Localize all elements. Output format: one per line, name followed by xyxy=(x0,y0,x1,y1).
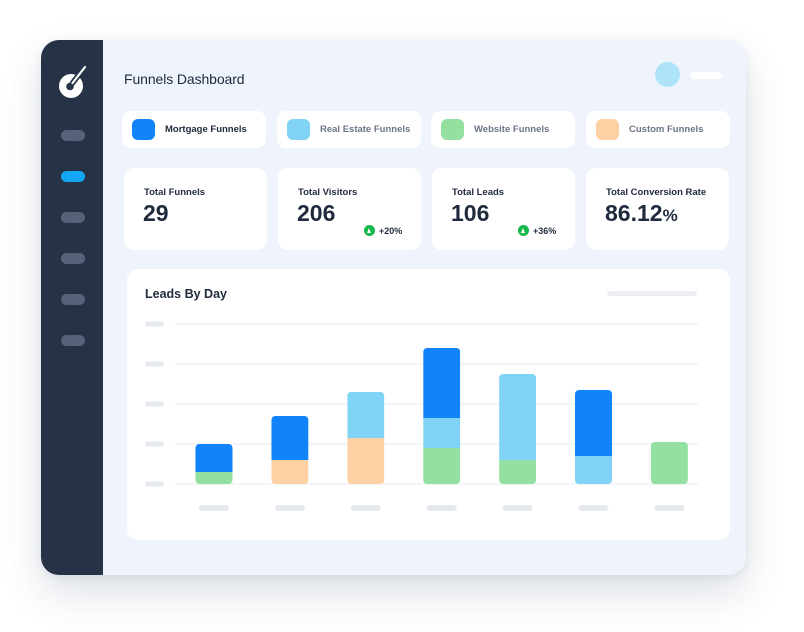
bar-segment-mortgage-funnels xyxy=(271,416,309,460)
arrow-up-icon xyxy=(364,225,375,236)
x-tick-placeholder xyxy=(350,505,381,511)
x-tick-placeholder xyxy=(426,505,457,511)
sidebar-item-1[interactable] xyxy=(61,130,85,141)
bar-segment-mortgage-funnels xyxy=(575,390,612,456)
bar-segment-real-estate-funnels xyxy=(575,456,612,484)
x-tick-placeholder xyxy=(199,505,229,511)
mortgage-swatch xyxy=(132,119,155,140)
bar-segment-real-estate-funnels xyxy=(423,418,461,448)
bar-segment-real-estate-funnels xyxy=(499,374,537,460)
stat-value: 29 xyxy=(143,200,169,226)
user-name-placeholder[interactable] xyxy=(690,72,722,79)
stat-card-conversion-rate: Total Conversion Rate 86.12% xyxy=(586,168,729,250)
x-tick-placeholder xyxy=(502,505,533,511)
y-tick-placeholder xyxy=(145,401,164,407)
bar-stack-3[interactable] xyxy=(347,392,385,484)
y-tick-placeholder xyxy=(145,441,164,447)
bar-stack-5[interactable] xyxy=(499,374,537,484)
chart-filter[interactable] xyxy=(607,291,697,296)
stat-card-total-funnels: Total Funnels 29 xyxy=(124,168,267,250)
website-swatch xyxy=(441,119,464,140)
avatar[interactable] xyxy=(655,62,680,87)
x-tick-placeholder xyxy=(654,505,685,511)
legend-label: Custom Funnels xyxy=(629,124,704,135)
stat-value: 86.12% xyxy=(605,200,678,226)
page-title: Funnels Dashboard xyxy=(124,71,245,87)
legend-label: Real Estate Funnels xyxy=(320,124,411,135)
dashboard-window: Funnels Dashboard Mortgage Funnels Real … xyxy=(41,40,746,575)
real-estate-swatch xyxy=(287,119,310,140)
bar-segment-custom-funnels xyxy=(347,438,385,484)
sidebar-item-3[interactable] xyxy=(61,212,85,223)
bar-segment-website-funnels xyxy=(499,460,537,484)
sidebar-item-4[interactable] xyxy=(61,253,85,264)
x-tick-placeholder xyxy=(274,505,305,511)
legend-website-funnels[interactable]: Website Funnels xyxy=(431,111,575,148)
logo-icon xyxy=(59,64,88,98)
leads-by-day-card: Leads By Day xyxy=(127,269,730,540)
legend-real-estate-funnels[interactable]: Real Estate Funnels xyxy=(277,111,421,148)
stat-card-total-visitors: Total Visitors 206 +20% xyxy=(278,168,421,250)
y-tick-placeholder xyxy=(145,481,164,487)
legend-label: Mortgage Funnels xyxy=(165,124,247,135)
sidebar xyxy=(41,40,103,575)
bar-stack-6[interactable] xyxy=(575,390,612,484)
sidebar-item-6[interactable] xyxy=(61,335,85,346)
legend-mortgage-funnels[interactable]: Mortgage Funnels xyxy=(122,111,266,148)
stat-label: Total Visitors xyxy=(298,187,358,198)
leads-chart xyxy=(145,321,698,511)
bar-stack-2[interactable] xyxy=(271,416,309,484)
arrow-up-icon xyxy=(518,225,529,236)
chart-title: Leads By Day xyxy=(145,287,227,301)
bar-stack-1[interactable] xyxy=(195,444,233,484)
main-content: Funnels Dashboard Mortgage Funnels Real … xyxy=(103,40,746,575)
legend-label: Website Funnels xyxy=(474,124,550,135)
y-tick-placeholder xyxy=(145,361,164,367)
stat-label: Total Conversion Rate xyxy=(606,187,707,198)
stat-label: Total Leads xyxy=(452,187,505,198)
legend-custom-funnels[interactable]: Custom Funnels xyxy=(586,111,730,148)
bar-segment-mortgage-funnels xyxy=(423,348,461,418)
sidebar-item-5[interactable] xyxy=(61,294,85,305)
bar-segment-website-funnels xyxy=(195,472,233,484)
y-tick-placeholder xyxy=(145,321,164,327)
bar-segment-website-funnels xyxy=(650,442,688,484)
stat-card-total-leads: Total Leads 106 +36% xyxy=(432,168,575,250)
bar-segment-website-funnels xyxy=(423,448,461,484)
bar-segment-custom-funnels xyxy=(271,460,309,484)
sidebar-item-2-active[interactable] xyxy=(61,171,85,182)
bar-segment-mortgage-funnels xyxy=(195,444,233,472)
bar-stack-4[interactable] xyxy=(423,348,461,484)
stat-change: +36% xyxy=(518,225,556,236)
stat-value: 206 xyxy=(297,200,336,226)
stat-change: +20% xyxy=(364,225,402,236)
x-tick-placeholder xyxy=(578,505,609,511)
bar-segment-real-estate-funnels xyxy=(347,392,385,438)
custom-swatch xyxy=(596,119,619,140)
stat-value: 106 xyxy=(451,200,490,226)
stat-label: Total Funnels xyxy=(144,187,206,198)
bar-stack-7[interactable] xyxy=(650,442,688,484)
